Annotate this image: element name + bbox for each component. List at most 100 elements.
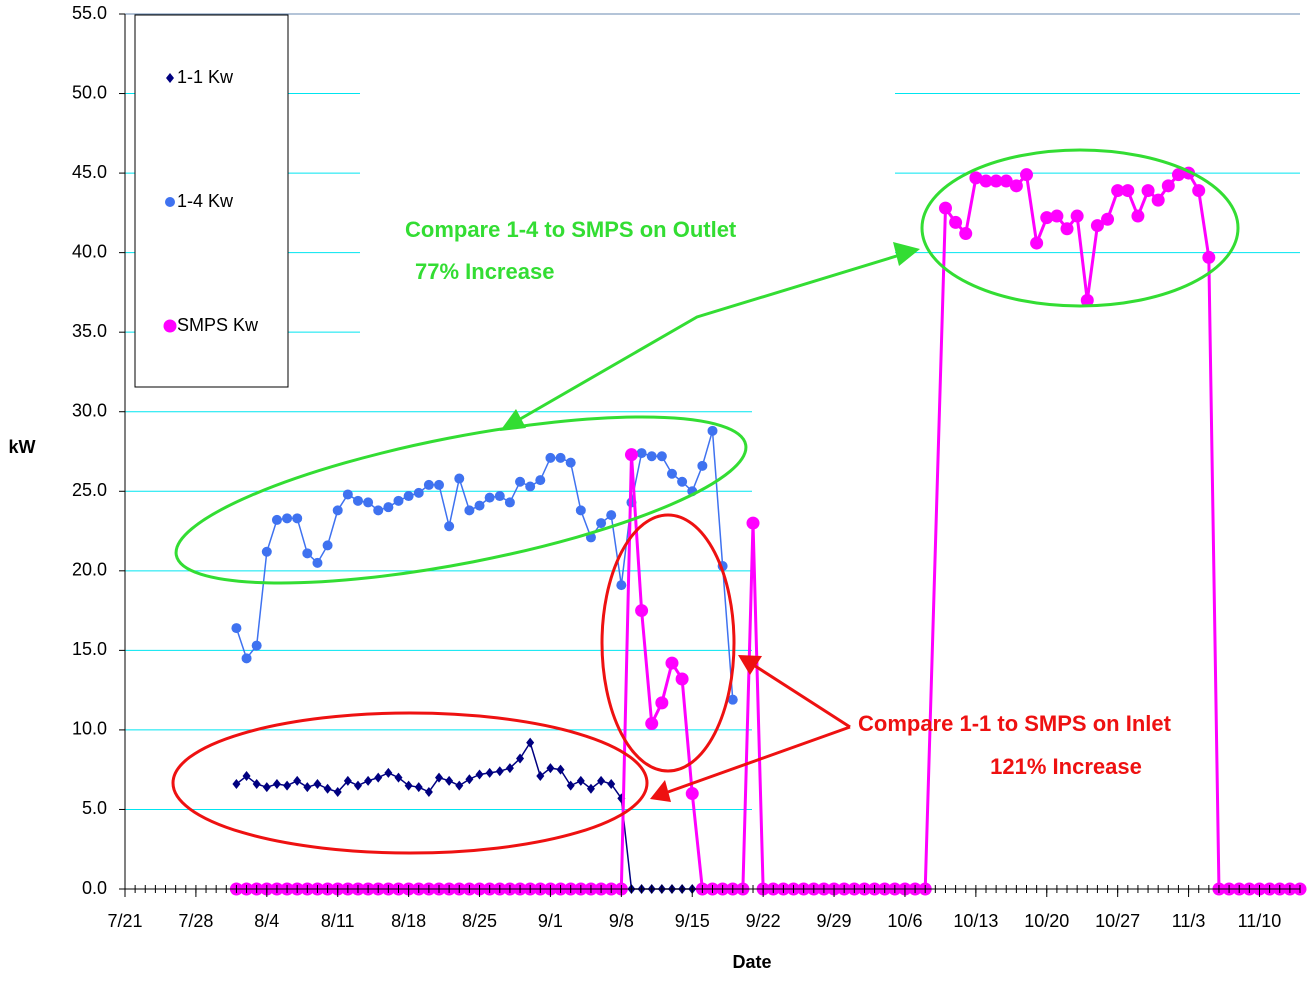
x-axis-label: Date [732, 952, 771, 972]
marker [1050, 209, 1064, 223]
ellipse [920, 148, 1240, 308]
marker [938, 201, 952, 215]
marker [494, 491, 505, 502]
x-tick-label: 9/1 [538, 911, 563, 931]
marker [576, 775, 585, 786]
marker [413, 487, 424, 498]
marker [251, 640, 262, 651]
marker [949, 215, 963, 229]
annotation-backdrop [752, 318, 1300, 884]
marker [383, 502, 394, 513]
marker [374, 772, 383, 783]
marker [465, 774, 474, 785]
marker [959, 227, 973, 241]
marker [646, 451, 657, 462]
ellipse [600, 513, 736, 773]
x-tick-label: 10/27 [1095, 911, 1140, 931]
marker [1121, 184, 1135, 198]
marker [261, 546, 272, 557]
arrow [751, 662, 851, 729]
marker [1009, 179, 1023, 193]
marker [515, 476, 526, 487]
marker [655, 696, 669, 710]
marker [271, 514, 282, 525]
marker [332, 505, 343, 516]
x-tick-label: 9/22 [746, 911, 781, 931]
marker [504, 497, 515, 508]
marker [505, 763, 514, 774]
marker [485, 767, 494, 778]
marker [1141, 184, 1155, 198]
y-tick-label: 15.0 [72, 639, 107, 659]
y-tick-label: 5.0 [82, 798, 107, 818]
marker [313, 779, 322, 789]
arrowhead [500, 409, 526, 431]
marker [645, 717, 659, 731]
marker [165, 197, 175, 207]
marker [292, 513, 303, 524]
marker [423, 479, 434, 490]
marker [475, 769, 484, 780]
marker [424, 786, 433, 797]
marker [989, 174, 1003, 188]
marker [455, 780, 464, 791]
marker [666, 468, 677, 479]
x-tick-label: 8/4 [254, 911, 279, 931]
marker [1040, 211, 1054, 225]
legend: 1-1 Kw 1-4 Kw SMPS Kw [163, 67, 259, 335]
marker [474, 500, 485, 511]
y-tick-label: 20.0 [72, 560, 107, 580]
marker [1111, 184, 1125, 198]
marker [656, 451, 667, 462]
marker [444, 521, 455, 532]
annotation-backdrop [360, 80, 895, 345]
x-tick-label: 7/28 [178, 911, 213, 931]
marker [242, 771, 251, 782]
annotation: 77% Increase [415, 259, 554, 284]
marker [434, 479, 445, 490]
marker [252, 779, 261, 789]
marker [404, 780, 413, 791]
marker [586, 783, 595, 794]
x-tick-label: 8/25 [462, 911, 497, 931]
marker [565, 457, 576, 468]
marker [353, 780, 362, 791]
marker [535, 475, 546, 486]
data [229, 166, 1307, 896]
legend-box [134, 14, 289, 388]
x-tick-label: 11/3 [1172, 911, 1206, 931]
marker [556, 764, 565, 775]
marker [303, 782, 312, 793]
marker [555, 452, 566, 463]
arrowhead [738, 655, 762, 675]
x-tick-label: 9/8 [609, 911, 634, 931]
marker [484, 492, 495, 503]
marker [685, 787, 699, 801]
marker [414, 782, 423, 793]
marker [333, 786, 342, 797]
marker [607, 779, 616, 789]
marker [525, 481, 536, 492]
y-tick-label: 35.0 [72, 321, 107, 341]
marker [1161, 179, 1175, 193]
marker [596, 518, 607, 529]
marker [495, 766, 504, 777]
marker [384, 767, 393, 778]
x-tick-label: 10/20 [1024, 911, 1069, 931]
marker [454, 473, 465, 484]
marker [597, 775, 606, 786]
marker [624, 448, 638, 462]
marker [394, 772, 403, 783]
x-tick-label: 10/6 [887, 911, 922, 931]
marker [342, 489, 353, 500]
annotation: Compare 1-4 to SMPS on Outlet [405, 217, 737, 242]
marker [665, 656, 679, 670]
x-tick-label: 9/15 [675, 911, 710, 931]
marker [393, 495, 404, 506]
marker [1131, 209, 1145, 223]
legend-label: 1-4 Kw [177, 191, 234, 211]
marker [293, 775, 302, 786]
marker [616, 580, 627, 591]
marker [363, 497, 374, 508]
y-tick-label: 25.0 [72, 480, 107, 500]
